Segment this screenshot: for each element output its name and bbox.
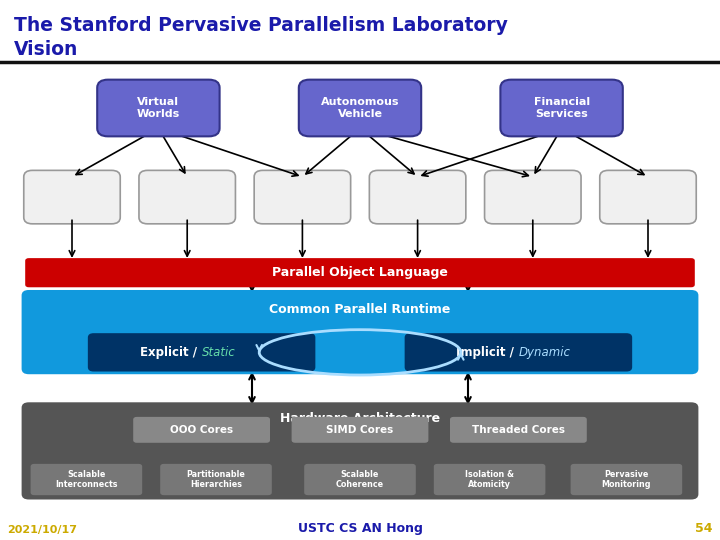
FancyBboxPatch shape [25,258,695,287]
FancyBboxPatch shape [133,417,270,443]
Text: Explicit /: Explicit / [140,346,202,359]
FancyBboxPatch shape [22,290,698,374]
Text: Threaded Cores: Threaded Cores [472,425,565,435]
Text: Implicit /: Implicit / [456,346,518,359]
FancyBboxPatch shape [22,402,698,500]
Text: Dynamic: Dynamic [518,346,570,359]
Text: USTC CS AN Hong: USTC CS AN Hong [297,522,423,535]
FancyBboxPatch shape [24,171,120,224]
FancyBboxPatch shape [405,333,632,372]
Text: Pervasive
Monitoring: Pervasive Monitoring [602,470,651,489]
Text: SIMD Cores: SIMD Cores [326,425,394,435]
Text: Isolation &
Atomicity: Isolation & Atomicity [465,470,514,489]
Text: 54: 54 [696,522,713,535]
FancyBboxPatch shape [139,171,235,224]
FancyBboxPatch shape [500,79,623,136]
Text: Scalable
Coherence: Scalable Coherence [336,470,384,489]
FancyBboxPatch shape [88,333,315,372]
FancyBboxPatch shape [433,464,546,495]
FancyBboxPatch shape [97,79,220,136]
Text: Static: Static [202,346,235,359]
FancyBboxPatch shape [160,464,271,495]
Text: 2021/10/17: 2021/10/17 [7,524,77,535]
Text: Scalable
Interconnects: Scalable Interconnects [55,470,117,489]
FancyBboxPatch shape [485,171,581,224]
Text: Autonomous
Vehicle: Autonomous Vehicle [320,97,400,119]
FancyBboxPatch shape [30,464,143,495]
Text: Partitionable
Hierarchies: Partitionable Hierarchies [186,470,246,489]
FancyBboxPatch shape [292,417,428,443]
Text: The Stanford Pervasive Parallelism Laboratory
Vision: The Stanford Pervasive Parallelism Labor… [14,16,508,59]
FancyBboxPatch shape [369,171,466,224]
FancyBboxPatch shape [304,464,416,495]
Text: Hardware Architecture: Hardware Architecture [280,412,440,425]
Text: Parallel Object Language: Parallel Object Language [272,266,448,279]
FancyBboxPatch shape [600,171,696,224]
Text: OOO Cores: OOO Cores [170,425,233,435]
FancyBboxPatch shape [571,464,683,495]
Text: Financial
Services: Financial Services [534,97,590,119]
FancyBboxPatch shape [299,79,421,136]
FancyBboxPatch shape [254,171,351,224]
FancyBboxPatch shape [450,417,587,443]
Text: Virtual
Worlds: Virtual Worlds [137,97,180,119]
Text: Common Parallel Runtime: Common Parallel Runtime [269,303,451,316]
